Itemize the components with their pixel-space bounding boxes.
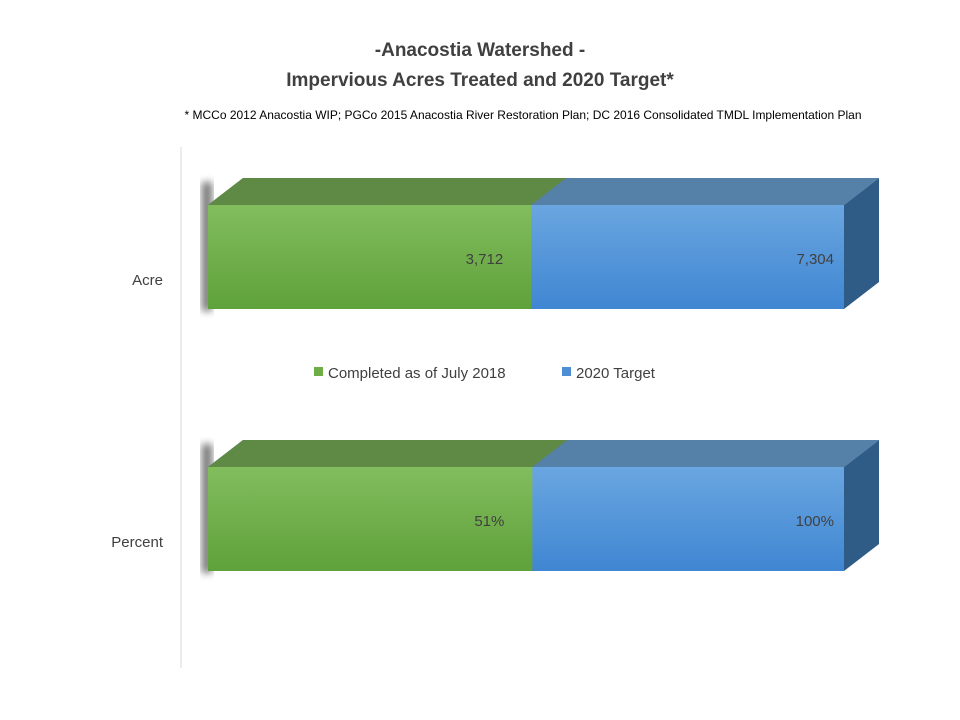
bar-top-completed-percent (208, 440, 568, 467)
legend: Completed as of July 2018 2020 Target (314, 365, 656, 382)
bar-completed-percent (208, 467, 533, 571)
legend-label-completed-as-of-july-2018: Completed as of July 2018 (328, 365, 506, 382)
bar-completed-acre (208, 205, 532, 309)
data-label-completed-percent: 51% (474, 513, 504, 530)
data-label-completed-acre: 3,712 (466, 251, 504, 268)
bar-top-completed-acre (208, 178, 567, 205)
legend-swatch-2020-target (562, 367, 571, 376)
bar-shadow-acre (202, 182, 212, 311)
bar-shadow-percent (202, 444, 212, 573)
legend-swatch-completed-as-of-july-2018 (314, 367, 323, 376)
category-label-percent: Percent (111, 534, 164, 551)
category-label-acre: Acre (132, 272, 163, 289)
bar-side-target-percent (844, 440, 879, 571)
chart-title-line-2: Impervious Acres Treated and 2020 Target… (286, 70, 674, 91)
chart-title-line-1: -Anacostia Watershed - (374, 40, 586, 61)
chart-footnote: * MCCo 2012 Anacostia WIP; PGCo 2015 Ana… (184, 108, 862, 122)
legend-label-2020-target: 2020 Target (576, 365, 656, 382)
data-label-target-percent: 100% (796, 513, 834, 530)
bar-side-target-acre (844, 178, 879, 309)
data-label-target-acre: 7,304 (796, 251, 834, 268)
